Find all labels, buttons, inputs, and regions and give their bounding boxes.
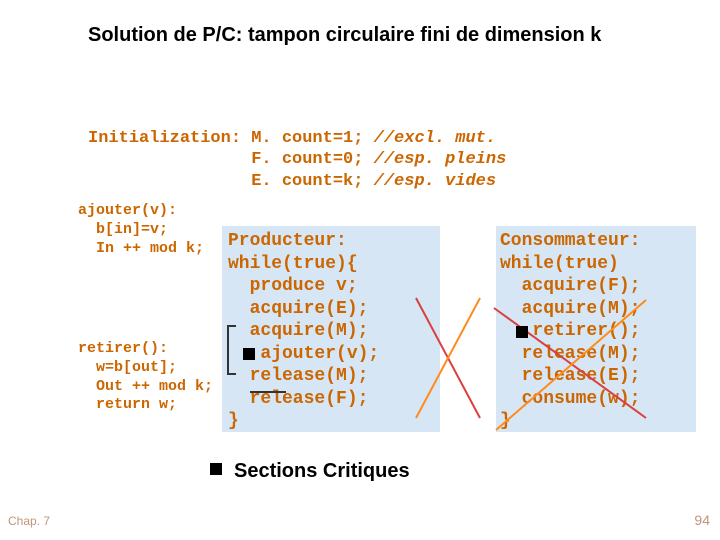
- sections-label: Sections Critiques: [234, 460, 410, 483]
- init-l2a: F. count=0;: [88, 150, 374, 169]
- page-number: 94: [694, 512, 710, 528]
- ajouter-code: ajouter(v): b[in]=v; In ++ mod k;: [78, 202, 204, 258]
- init-l3a: E. count=k;: [88, 172, 374, 191]
- init-l1b: //excl. mut.: [374, 129, 496, 148]
- chapter-label: Chap. 7: [8, 514, 50, 528]
- init-l1a: Initialization: M. count=1;: [88, 129, 374, 148]
- bullet-square: [516, 326, 528, 338]
- init-code: Initialization: M. count=1; //excl. mut.…: [88, 128, 506, 192]
- init-l2b: //esp. pleins: [374, 150, 507, 169]
- bullet-square: [210, 463, 222, 475]
- bullet-square: [243, 348, 255, 360]
- slide-title: Solution de P/C: tampon circulaire fini …: [88, 22, 648, 48]
- init-l3b: //esp. vides: [374, 172, 496, 191]
- producer-code: Producteur: while(true){ produce v; acqu…: [228, 230, 379, 433]
- retirer-code: retirer(): w=b[out]; Out ++ mod k; retur…: [78, 340, 213, 415]
